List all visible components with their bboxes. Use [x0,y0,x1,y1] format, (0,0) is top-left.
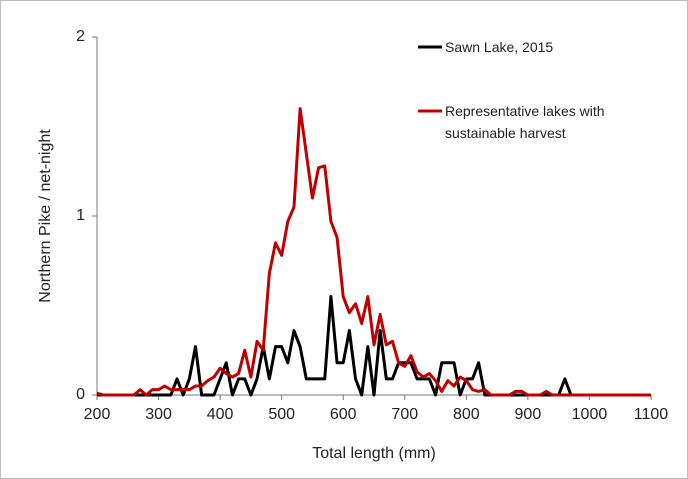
x-axis-label: Total length (mm) [312,445,436,462]
x-tick-label: 1000 [572,406,608,423]
x-tick-label: 900 [515,406,542,423]
y-tick-label: 1 [76,207,85,224]
x-tick-label: 700 [391,406,418,423]
y-axis-label: Northern Pike / net-night [37,129,54,303]
legend-label: Representative lakes with sustainable ha… [445,103,605,141]
x-tick-label: 400 [207,406,234,423]
x-tick-label: 1100 [634,406,669,423]
x-tick-label: 200 [84,406,111,423]
y-tick-label: 2 [76,28,85,45]
x-tick-label: 300 [145,406,172,423]
legend-label: Sawn Lake, 2015 [445,39,554,55]
x-tick-label: 800 [453,406,480,423]
x-tick-label: 500 [268,406,295,423]
data-line [96,107,651,397]
x-tick-label: 600 [330,406,357,423]
y-tick-label: 0 [76,386,85,403]
